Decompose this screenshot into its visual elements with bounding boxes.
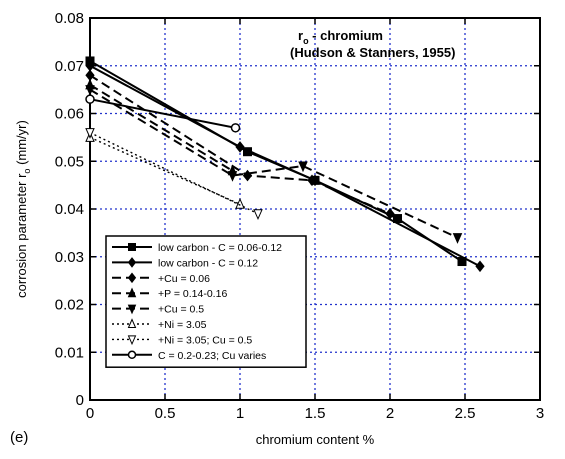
chart-title: ro - chromium(Hudson & Stanners, 1955) [290, 28, 455, 60]
y-tick-label: 0.05 [55, 153, 84, 170]
legend-label: +Ni = 3.05; Cu = 0.5 [158, 334, 252, 346]
legend-label: low carbon - C = 0.12 [158, 257, 258, 269]
data-point-triangle-up [127, 287, 137, 298]
series-line [89, 131, 259, 215]
series-layer [85, 56, 485, 273]
panel-label: (e) [10, 429, 28, 446]
data-point-triangle-down [452, 233, 463, 244]
series-5 [85, 85, 463, 244]
legend-label: C = 0.2-0.23; Cu varies [158, 350, 266, 362]
data-point-triangle-up-open [127, 318, 137, 328]
series-8 [85, 94, 241, 133]
y-tick-label: 0.03 [55, 249, 84, 266]
y-tick-label: 0.07 [55, 58, 84, 75]
data-point-diamond [385, 207, 395, 220]
y-tick-label: 0.01 [55, 344, 84, 361]
x-tick-label: 3 [536, 405, 544, 422]
data-point-diamond [127, 257, 137, 268]
data-point-diamond [307, 174, 317, 187]
legend-label: +P = 0.14-0.16 [158, 288, 227, 300]
chart-title-line2: (Hudson & Stanners, 1955) [290, 45, 455, 60]
data-point-triangle-down [227, 171, 238, 182]
legend-entry: +Cu = 0.5 [112, 304, 204, 316]
data-point-triangle-up-open [235, 197, 245, 209]
y-axis-label: corrosion parameter ro (mm/yr) [14, 120, 32, 298]
data-point-diamond [127, 272, 137, 284]
data-point-triangle-down-open [253, 209, 263, 221]
y-tick-label: 0.08 [55, 10, 84, 27]
data-point-diamond [235, 141, 245, 153]
legend-entry: +P = 0.14-0.16 [112, 287, 227, 300]
x-tick-label: 2.5 [455, 405, 476, 422]
y-tick-label: 0.06 [55, 106, 84, 123]
legend-label: +Cu = 0.5 [158, 304, 204, 316]
y-axis-label-text: corrosion parameter ro (mm/yr) [14, 120, 32, 298]
legend-entry: +Cu = 0.06 [112, 272, 210, 285]
series-line [89, 136, 241, 205]
data-point-triangle-down [85, 85, 95, 96]
data-point-square [128, 243, 136, 251]
chart-title-line1: ro - chromium [298, 28, 383, 46]
legend-entry: +Ni = 3.05 [112, 318, 207, 331]
y-tick-label: 0.04 [55, 201, 84, 218]
data-point-triangle-down [298, 161, 308, 173]
series-7 [85, 128, 263, 221]
y-tick-label: 0.02 [55, 297, 84, 314]
x-tick-label: 1.5 [305, 405, 326, 422]
x-tick-label: 0.5 [155, 405, 176, 422]
x-axis-label: chromium content % [256, 432, 375, 447]
data-point-triangle-down-open [127, 335, 137, 346]
legend-label: +Ni = 3.05 [158, 319, 207, 331]
legend-label: low carbon - C = 0.06-0.12 [158, 242, 282, 254]
legend-entry: low carbon - C = 0.12 [112, 257, 258, 269]
data-point-diamond [475, 260, 485, 273]
x-tick-label: 2 [386, 405, 394, 422]
series-line [89, 88, 458, 239]
x-tick-label: 1 [236, 405, 244, 422]
data-point-triangle-down-open [85, 128, 95, 139]
data-point-triangle-down [127, 304, 137, 315]
series-3 [85, 69, 395, 220]
legend: low carbon - C = 0.06-0.12 low carbon - C… [105, 235, 307, 368]
y-tick-label: 0 [76, 392, 84, 409]
x-tick-label: 0 [86, 405, 94, 422]
legend-box [105, 235, 307, 368]
series-6 [85, 131, 245, 209]
legend-entry: C = 0.2-0.23; Cu varies [112, 350, 266, 362]
series-line [89, 98, 236, 129]
axes: 0 0.5 1 1.5 2 2.5 3 0 0.01 0.02 0.03 0.04 0.05 0.06 0.… [55, 10, 544, 422]
data-point-circle-open [230, 123, 241, 133]
legend-entry: low carbon - C = 0.06-0.12 [112, 242, 282, 254]
legend-label: +Cu = 0.06 [158, 273, 210, 285]
legend-entry: +Ni = 3.05; Cu = 0.5 [112, 334, 252, 346]
data-point-circle-open [127, 350, 137, 360]
series-line [89, 64, 481, 268]
data-point-circle-open [85, 94, 95, 104]
